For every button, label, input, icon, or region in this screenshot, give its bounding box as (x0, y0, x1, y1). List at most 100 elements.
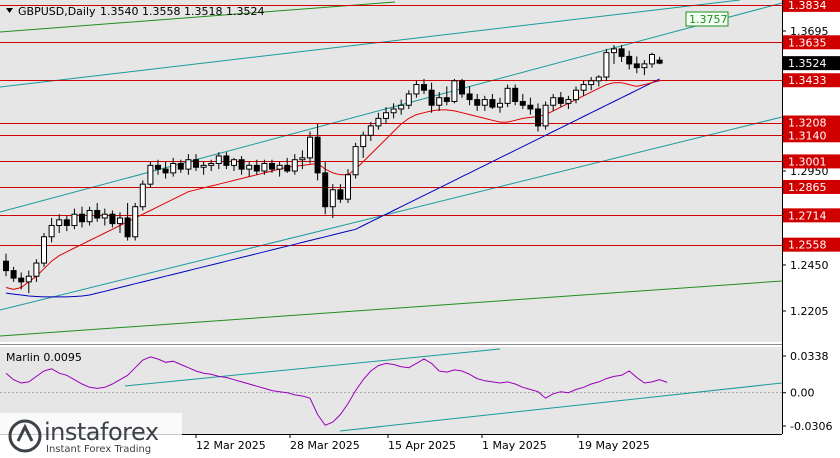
candle[interactable] (390, 103, 397, 119)
candle[interactable] (18, 272, 25, 290)
candle[interactable] (443, 86, 450, 106)
candle[interactable] (139, 180, 146, 211)
candle[interactable] (345, 169, 351, 203)
candle[interactable] (535, 103, 541, 132)
candle[interactable] (421, 78, 427, 94)
candle[interactable] (314, 124, 321, 181)
candle[interactable] (41, 233, 47, 267)
candle[interactable] (466, 86, 473, 106)
candle-body (580, 84, 587, 91)
candle[interactable] (633, 56, 640, 74)
candle[interactable] (451, 78, 458, 104)
candle[interactable] (436, 92, 443, 111)
candle[interactable] (56, 214, 63, 234)
candle[interactable] (641, 60, 648, 76)
candle[interactable] (497, 97, 503, 113)
candle[interactable] (565, 95, 572, 109)
main-plot-area[interactable] (0, 0, 782, 342)
candle[interactable] (261, 159, 268, 175)
candle[interactable] (109, 210, 116, 228)
candle[interactable] (573, 86, 579, 104)
candlestick-series[interactable] (3, 45, 663, 294)
candle[interactable] (611, 45, 617, 64)
candle[interactable] (322, 161, 329, 215)
candle[interactable] (588, 77, 595, 91)
candle[interactable] (360, 131, 367, 158)
candle-body (618, 48, 625, 57)
candle[interactable] (269, 159, 275, 173)
candle[interactable] (481, 95, 488, 111)
candle[interactable] (626, 50, 633, 70)
candle[interactable] (3, 253, 9, 277)
candle[interactable] (489, 93, 496, 109)
candle[interactable] (63, 216, 70, 232)
candle-body (299, 157, 306, 161)
candle[interactable] (124, 202, 131, 241)
candle[interactable] (10, 266, 17, 282)
candle[interactable] (253, 159, 260, 175)
candle[interactable] (132, 202, 139, 241)
candle[interactable] (94, 202, 101, 222)
candle[interactable] (246, 161, 253, 177)
candle[interactable] (413, 80, 420, 98)
candle[interactable] (117, 212, 123, 234)
candle[interactable] (170, 157, 177, 177)
candle[interactable] (223, 152, 230, 170)
candle[interactable] (580, 80, 587, 96)
candle-body (48, 224, 55, 238)
candle[interactable] (519, 93, 526, 109)
candle[interactable] (25, 270, 32, 294)
candle[interactable] (193, 154, 199, 171)
candle[interactable] (200, 161, 207, 175)
candle[interactable] (375, 112, 382, 130)
candle[interactable] (71, 208, 78, 230)
candle[interactable] (550, 93, 557, 111)
candle[interactable] (512, 84, 519, 106)
candle[interactable] (147, 161, 154, 188)
candle[interactable] (284, 157, 291, 173)
candle[interactable] (177, 159, 184, 173)
candle[interactable] (595, 75, 602, 87)
candle[interactable] (33, 259, 40, 282)
candle-body (185, 159, 192, 170)
candle[interactable] (299, 150, 306, 170)
candle[interactable] (162, 161, 169, 179)
candle[interactable] (307, 131, 313, 164)
candle[interactable] (48, 217, 55, 243)
candle[interactable] (504, 84, 511, 108)
candle[interactable] (428, 82, 435, 113)
candle[interactable] (618, 45, 625, 63)
candle[interactable] (208, 159, 215, 171)
chevron-down-icon[interactable] (6, 8, 13, 13)
candle[interactable] (405, 90, 412, 109)
indicator-channel-lower (339, 382, 783, 432)
candle[interactable] (649, 52, 655, 68)
candle[interactable] (459, 78, 465, 98)
candle[interactable] (367, 122, 374, 141)
candle-body (527, 104, 534, 110)
instaforex-logo: instaforex Instant Forex Trading (0, 413, 182, 458)
candle[interactable] (155, 159, 161, 175)
candle-body (284, 164, 291, 172)
candle[interactable] (527, 97, 534, 115)
candle[interactable] (79, 206, 85, 228)
candle[interactable] (215, 152, 222, 170)
candle[interactable] (656, 56, 663, 65)
candle[interactable] (185, 154, 192, 175)
candle[interactable] (101, 208, 108, 226)
candle[interactable] (276, 161, 283, 177)
candle[interactable] (398, 99, 405, 115)
candle[interactable] (603, 48, 610, 81)
candle[interactable] (238, 155, 245, 175)
candle[interactable] (329, 184, 336, 218)
candle[interactable] (291, 154, 298, 175)
candle[interactable] (352, 142, 359, 179)
candle[interactable] (542, 101, 549, 130)
candle[interactable] (86, 206, 93, 226)
candle[interactable] (474, 93, 481, 111)
candle[interactable] (231, 157, 237, 171)
candle[interactable] (337, 184, 344, 203)
candle[interactable] (383, 107, 389, 125)
candle[interactable] (557, 92, 564, 108)
